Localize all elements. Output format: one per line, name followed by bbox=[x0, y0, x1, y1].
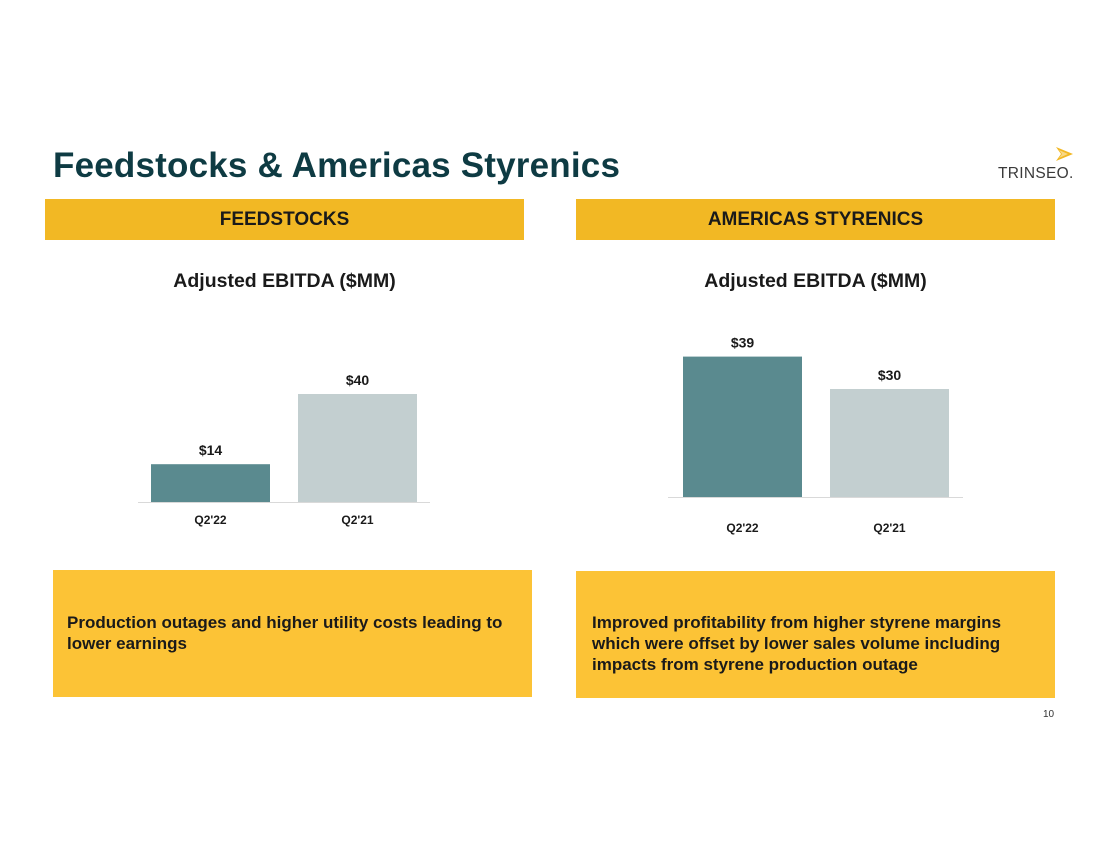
americas-styrenics-category-label-q222: Q2'22 bbox=[726, 521, 759, 535]
feedstocks-value-label-q222: $14 bbox=[199, 442, 223, 458]
page-number: 10 bbox=[1043, 709, 1055, 720]
americas-styrenics-bar-q221 bbox=[830, 389, 949, 497]
americas-styrenics-bar-q222 bbox=[683, 356, 802, 497]
feedstocks-category-label-q221: Q2'21 bbox=[341, 513, 374, 527]
feedstocks-chart-title: Adjusted EBITDA ($MM) bbox=[173, 270, 396, 292]
americas-styrenics-note-box: Improved profitability from higher styre… bbox=[576, 571, 1055, 698]
americas-styrenics-value-label-q221: $30 bbox=[878, 367, 902, 383]
americas-styrenics-chart-title: Adjusted EBITDA ($MM) bbox=[704, 270, 927, 292]
americas-styrenics-category-label-q221: Q2'21 bbox=[873, 521, 906, 535]
americas-styrenics-header: AMERICAS STYRENICS bbox=[576, 199, 1055, 240]
page-title: Feedstocks & Americas Styrenics bbox=[53, 146, 621, 185]
feedstocks-category-label-q222: Q2'22 bbox=[194, 513, 227, 527]
logo-text: TRINSEO. bbox=[998, 165, 1074, 182]
feedstocks-note-box: Production outages and higher utility co… bbox=[53, 570, 532, 697]
feedstocks-header: FEEDSTOCKS bbox=[45, 199, 524, 240]
trinseo-logo: TRINSEO. bbox=[998, 144, 1078, 184]
feedstocks-note-text: Production outages and higher utility co… bbox=[67, 613, 503, 653]
feedstocks-chart-svg: $14 Q2'22 $40 Q2'21 bbox=[138, 372, 430, 527]
feedstocks-chart: $14 Q2'22 $40 Q2'21 bbox=[130, 330, 440, 550]
americas-styrenics-note-text: Improved profitability from higher styre… bbox=[592, 613, 1002, 674]
americas-styrenics-value-label-q222: $39 bbox=[731, 335, 755, 351]
americas-styrenics-chart: $39 Q2'22 $30 Q2'21 bbox=[660, 325, 970, 545]
feedstocks-value-label-q221: $40 bbox=[346, 372, 370, 388]
americas-styrenics-chart-svg: $39 Q2'22 $30 Q2'21 bbox=[668, 335, 963, 535]
logo-arrow-icon bbox=[1056, 147, 1073, 161]
feedstocks-bar-q221 bbox=[298, 394, 417, 502]
feedstocks-bar-q222 bbox=[151, 464, 270, 502]
